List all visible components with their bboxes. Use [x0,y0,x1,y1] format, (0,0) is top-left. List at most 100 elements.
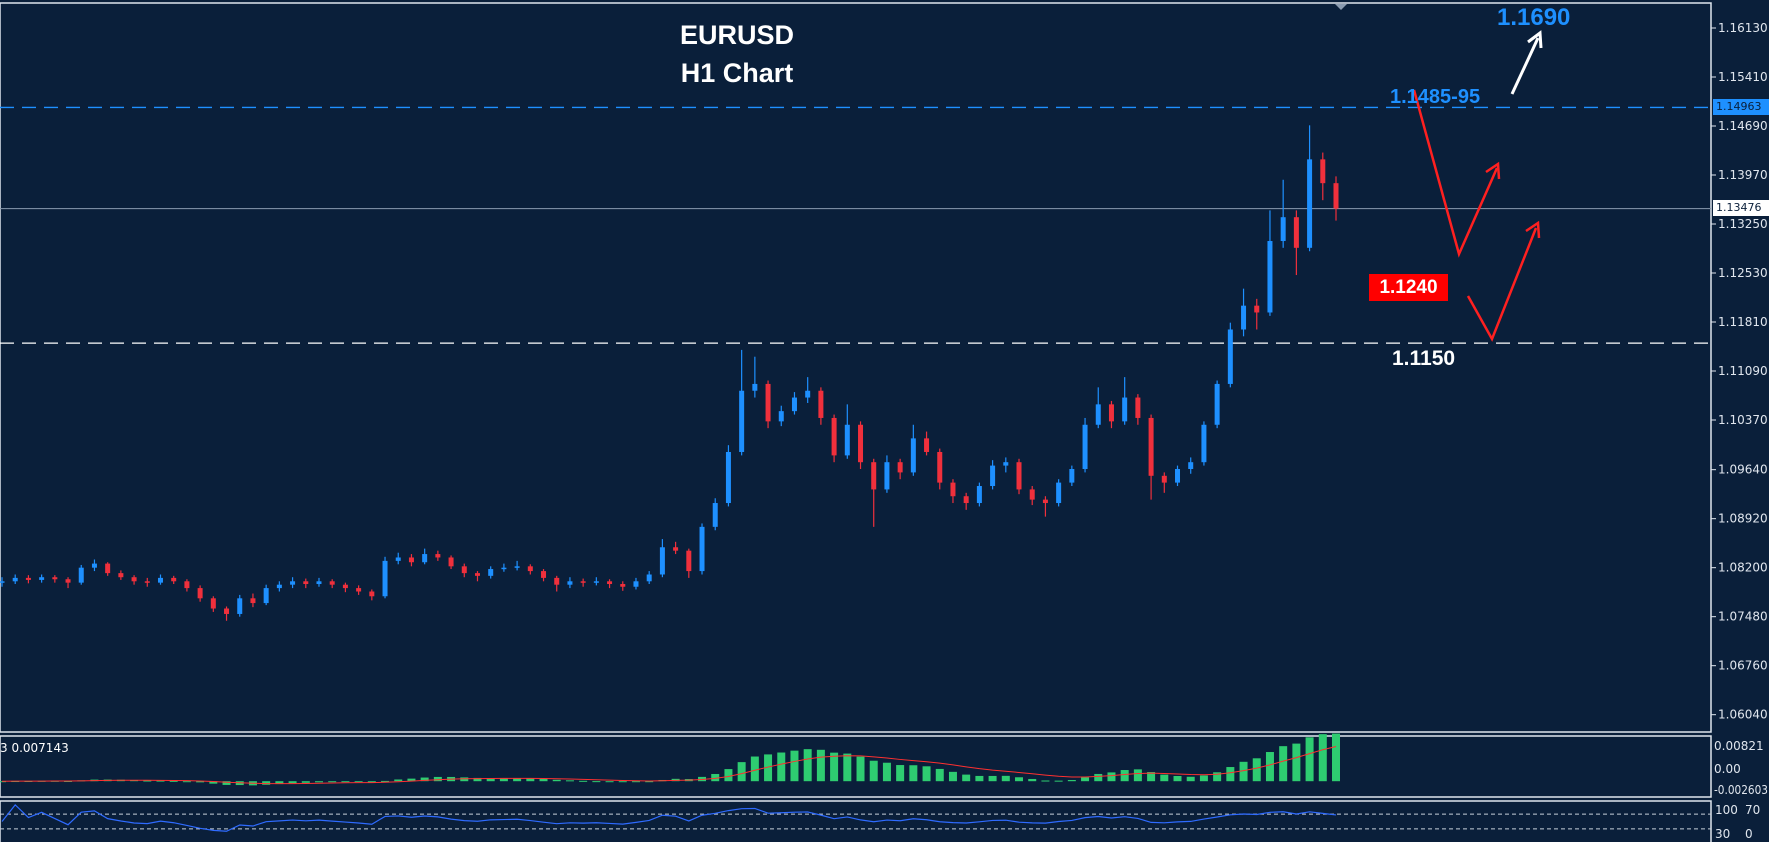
candle [620,581,626,591]
candle-body [1082,424,1088,469]
candle [1280,179,1286,248]
macd-histogram-bar [909,765,918,782]
candle-body [831,417,837,456]
macd-histogram-bar [1081,777,1090,782]
macd-histogram-bar [962,774,971,782]
candle [910,424,916,476]
main-panel-border [0,2,1712,733]
candle-body [303,581,309,585]
y-tick-label: 1.13250 [1718,217,1768,231]
candle [593,577,599,586]
candle-body [276,584,282,589]
candle-body [990,465,996,487]
y-tick-label: 1.08200 [1718,561,1768,575]
candle-body [197,588,203,599]
candle-body [871,462,877,490]
candle [1029,486,1035,506]
macd-histogram-bar [1120,770,1129,782]
candle [1267,210,1273,316]
candle-body [580,581,586,583]
macd-histogram-bar [1173,776,1182,782]
arrow-head-red-1-icon [1485,161,1501,180]
candle-body [1148,417,1154,476]
candle [78,564,84,585]
candle-body [1135,397,1141,418]
macd-histogram-bar [975,775,984,782]
macd-tick-label: 0.00 [1714,762,1741,776]
candle-body [659,547,665,575]
candle [131,575,137,585]
candle-body [541,571,547,578]
candle [488,566,494,579]
y-tick-label: 1.09640 [1718,463,1768,477]
candle [184,579,190,592]
rsi-tick-label: 30 [1715,827,1730,841]
candle [1307,125,1313,252]
candle [1254,298,1260,330]
macd-histogram-bar [169,780,178,782]
candle [778,405,784,427]
candle [831,414,837,463]
candle-body [712,503,718,527]
candle [144,577,150,587]
candle-body [1161,475,1167,483]
candle-body [778,411,784,422]
candle [91,559,97,572]
candle [884,455,890,493]
macd-histogram-bar [764,754,773,782]
candle [580,578,586,587]
current-price-tag: 1.13476 [1713,200,1769,216]
y-tick-label: 1.14690 [1718,119,1768,133]
candle [250,593,256,608]
candle-body [1095,404,1101,425]
candle [1108,400,1114,429]
macd-histogram-bar [486,778,495,782]
candle [263,584,269,606]
macd-panel-border [0,735,1712,798]
macd-histogram-bar [539,778,548,782]
annotation-arrows [1335,4,1543,342]
macd-histogram-bar [816,749,825,782]
macd-histogram-bar [750,756,759,782]
candle [1175,465,1181,487]
candle-body [316,581,322,585]
candle [210,596,216,612]
arrow-head-red-2-icon [1525,220,1541,239]
macd-histogram-bar [473,777,482,782]
macd-histogram-bar [1028,778,1037,782]
candle [276,581,282,592]
macd-histogram-bar [896,765,905,782]
candle-body [408,557,414,563]
rsi-tick-label: 100 [1715,803,1738,817]
candle-body [791,397,797,412]
candle-body [897,462,903,473]
macd-histogram-bar [143,780,152,782]
candle-body [210,598,216,609]
candle [1241,288,1247,337]
macd-histogram-bar [1160,774,1169,782]
candle [527,564,533,575]
candle [1227,322,1233,388]
candle [316,577,322,587]
macd-histogram-bar [645,781,654,783]
candle [52,575,58,583]
candle-body [1320,159,1326,184]
macd-histogram-bar [499,778,508,782]
candle [791,392,797,415]
candle-body [224,608,230,614]
y-tick-label: 1.11810 [1718,315,1768,329]
candle-body [382,560,388,597]
candle [356,585,362,595]
candle-body [488,569,494,576]
scroll-marker-icon[interactable] [1335,4,1347,10]
candle-body [105,563,111,574]
candle [937,448,943,490]
candle-body [263,588,269,604]
macd-histogram-bar [420,777,429,782]
macd-histogram-bar [935,768,944,782]
candle [712,498,718,531]
y-tick-label: 1.08920 [1718,512,1768,526]
candle-body [620,584,626,587]
macd-histogram-bar [843,753,852,782]
